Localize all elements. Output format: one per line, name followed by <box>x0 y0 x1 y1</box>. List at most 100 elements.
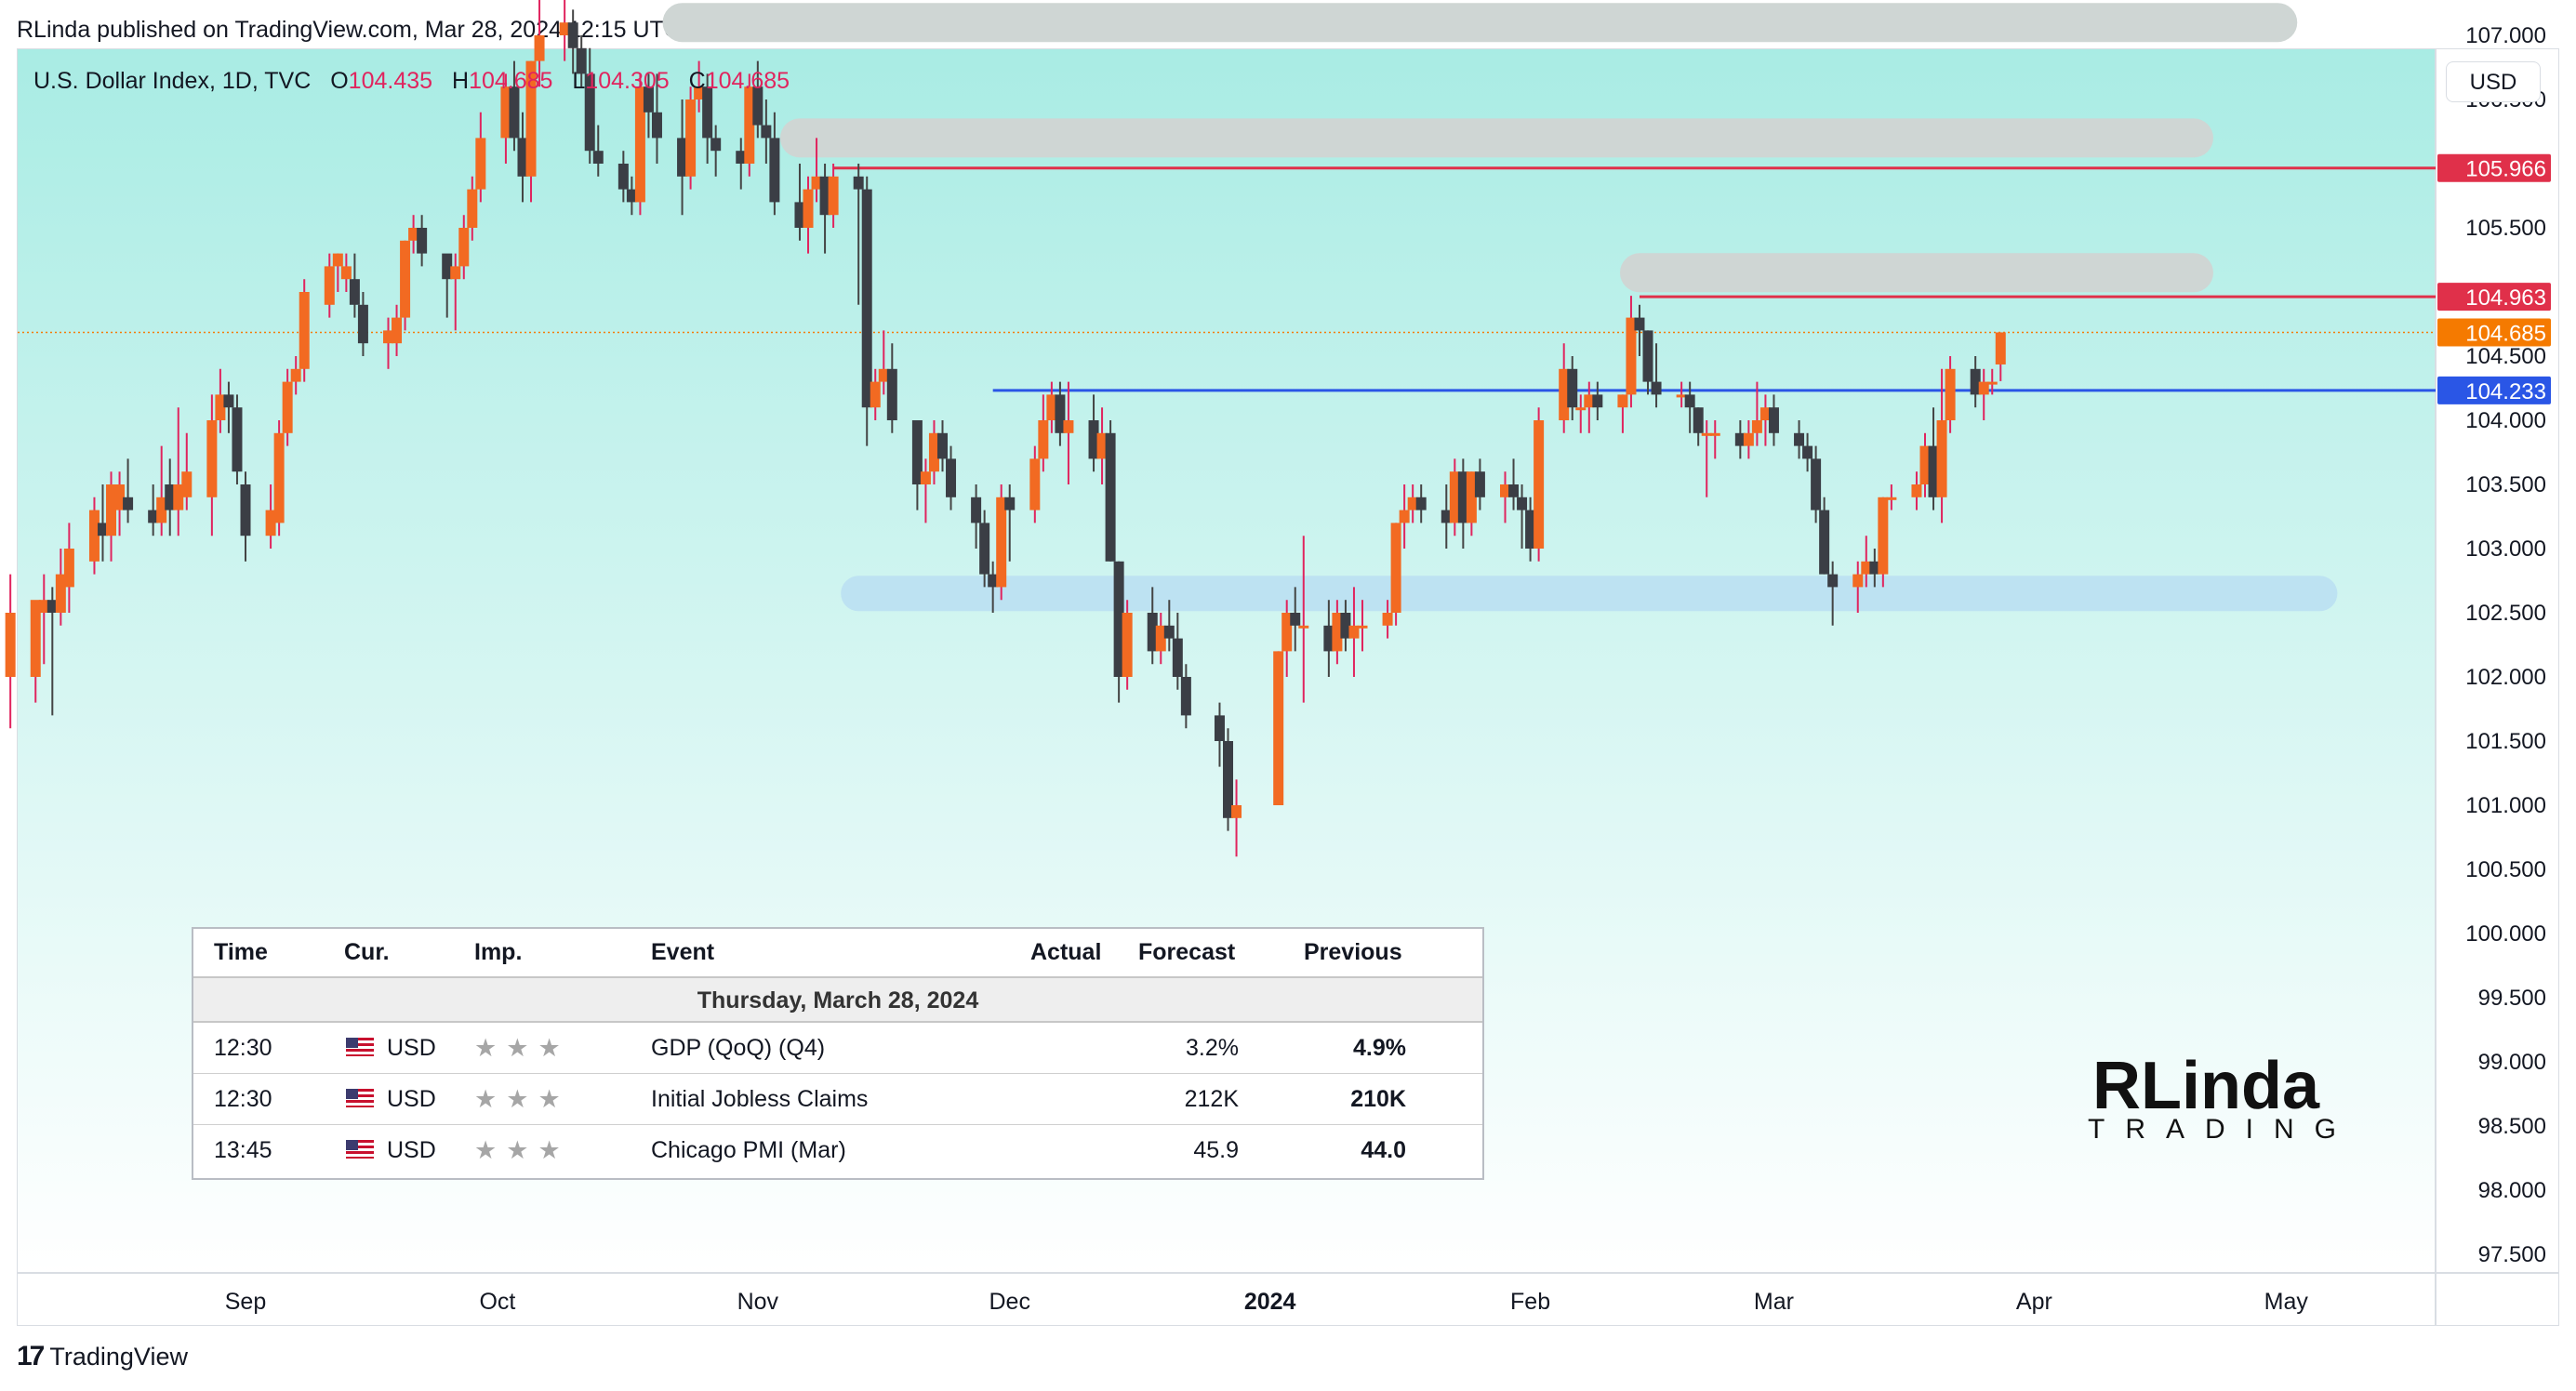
candle[interactable] <box>1029 445 1041 523</box>
candle[interactable] <box>123 458 134 523</box>
candle[interactable] <box>534 0 545 87</box>
candle[interactable] <box>1332 600 1343 665</box>
candle[interactable] <box>400 240 411 331</box>
candle[interactable] <box>1298 536 1309 703</box>
candle[interactable] <box>1684 381 1695 433</box>
candle[interactable] <box>946 445 957 510</box>
candle[interactable] <box>1517 484 1528 549</box>
candle[interactable] <box>173 407 184 537</box>
candle[interactable] <box>1407 484 1418 523</box>
candle[interactable] <box>1575 394 1587 433</box>
candle[interactable] <box>1676 381 1687 408</box>
candle[interactable] <box>55 549 66 626</box>
candle[interactable] <box>1626 296 1637 408</box>
candle[interactable] <box>1466 471 1477 537</box>
candle[interactable] <box>1995 332 2006 381</box>
candle[interactable] <box>1441 484 1452 549</box>
calendar-row[interactable]: 12:30 USD ★ ★ ★ GDP (QoQ) (Q4) 3.2% 4.9% <box>193 1023 1482 1074</box>
candle[interactable] <box>1500 471 1510 523</box>
candle[interactable] <box>1055 381 1066 446</box>
candle[interactable] <box>911 420 923 510</box>
candle[interactable] <box>1348 587 1360 677</box>
candle[interactable] <box>340 253 352 292</box>
candle[interactable] <box>324 253 335 318</box>
candle[interactable] <box>1794 420 1805 459</box>
candle[interactable] <box>1038 394 1049 472</box>
candle[interactable] <box>1231 779 1242 857</box>
candle[interactable] <box>736 138 747 190</box>
candle[interactable] <box>1970 356 1981 408</box>
candle[interactable] <box>928 420 939 484</box>
candle[interactable] <box>1004 484 1016 562</box>
candle[interactable] <box>694 60 705 113</box>
candle[interactable] <box>357 292 368 356</box>
candle[interactable] <box>996 484 1007 601</box>
candle[interactable] <box>567 9 578 74</box>
candle[interactable] <box>1063 381 1074 484</box>
candle[interactable] <box>677 99 688 216</box>
candle[interactable] <box>819 164 830 254</box>
candle[interactable] <box>559 0 570 61</box>
candle[interactable] <box>223 381 234 433</box>
calendar-row[interactable]: 13:45 USD ★ ★ ★ Chicago PMI (Mar) 45.9 44.… <box>193 1125 1482 1176</box>
candle[interactable] <box>1811 445 1822 523</box>
candle[interactable] <box>1223 728 1234 831</box>
candle[interactable] <box>63 523 74 613</box>
candle[interactable] <box>290 356 301 395</box>
tradingview-logo[interactable]: 17 TradingView <box>17 1341 188 1372</box>
candle[interactable] <box>1357 600 1368 652</box>
candle[interactable] <box>971 484 982 549</box>
candle[interactable] <box>1945 356 1956 433</box>
candle[interactable] <box>181 432 193 510</box>
candle[interactable] <box>936 420 948 472</box>
candle[interactable] <box>886 343 897 433</box>
candle[interactable] <box>1180 664 1191 729</box>
candle[interactable] <box>517 112 528 203</box>
candle[interactable] <box>475 112 486 203</box>
candle[interactable] <box>1323 600 1334 677</box>
candle[interactable] <box>626 176 637 216</box>
candle[interactable] <box>332 253 343 292</box>
candle[interactable] <box>1163 600 1175 652</box>
candle[interactable] <box>1584 381 1595 433</box>
candle[interactable] <box>702 73 713 164</box>
candle[interactable] <box>1525 497 1536 562</box>
candle[interactable] <box>1936 368 1947 523</box>
candle[interactable] <box>1340 600 1351 652</box>
calendar-row[interactable]: 12:30 USD ★ ★ ★ Initial Jobless Claims 212… <box>193 1074 1482 1125</box>
candle[interactable] <box>1155 613 1166 665</box>
candle[interactable] <box>417 215 428 267</box>
candle[interactable] <box>769 112 780 216</box>
candle[interactable] <box>114 471 126 537</box>
candle[interactable] <box>206 394 218 537</box>
candle[interactable] <box>1986 368 1998 395</box>
candle[interactable] <box>156 445 167 537</box>
candle[interactable] <box>794 164 805 241</box>
candle[interactable] <box>97 484 108 562</box>
candle[interactable] <box>752 60 764 139</box>
candle[interactable] <box>30 600 41 703</box>
candle[interactable] <box>1827 561 1839 626</box>
candle[interactable] <box>450 253 461 331</box>
candle[interactable] <box>988 561 999 613</box>
candle[interactable] <box>1399 484 1410 549</box>
candle[interactable] <box>1734 420 1746 459</box>
candle[interactable] <box>525 60 537 203</box>
candle[interactable] <box>442 253 453 318</box>
candle[interactable] <box>1290 587 1301 652</box>
candle[interactable] <box>1819 497 1830 575</box>
candle[interactable] <box>744 73 755 177</box>
candle[interactable] <box>853 164 864 305</box>
candle[interactable] <box>761 99 772 164</box>
candle[interactable] <box>1886 484 1897 510</box>
candle[interactable] <box>408 215 419 254</box>
candle[interactable] <box>383 317 394 369</box>
candle[interactable] <box>861 176 872 446</box>
candle[interactable] <box>1928 407 1939 510</box>
candle[interactable] <box>349 253 360 318</box>
candle[interactable] <box>1508 458 1520 510</box>
candle[interactable] <box>1751 381 1762 446</box>
candle[interactable] <box>232 394 243 484</box>
candle[interactable] <box>467 176 478 241</box>
candle[interactable] <box>1634 304 1645 356</box>
